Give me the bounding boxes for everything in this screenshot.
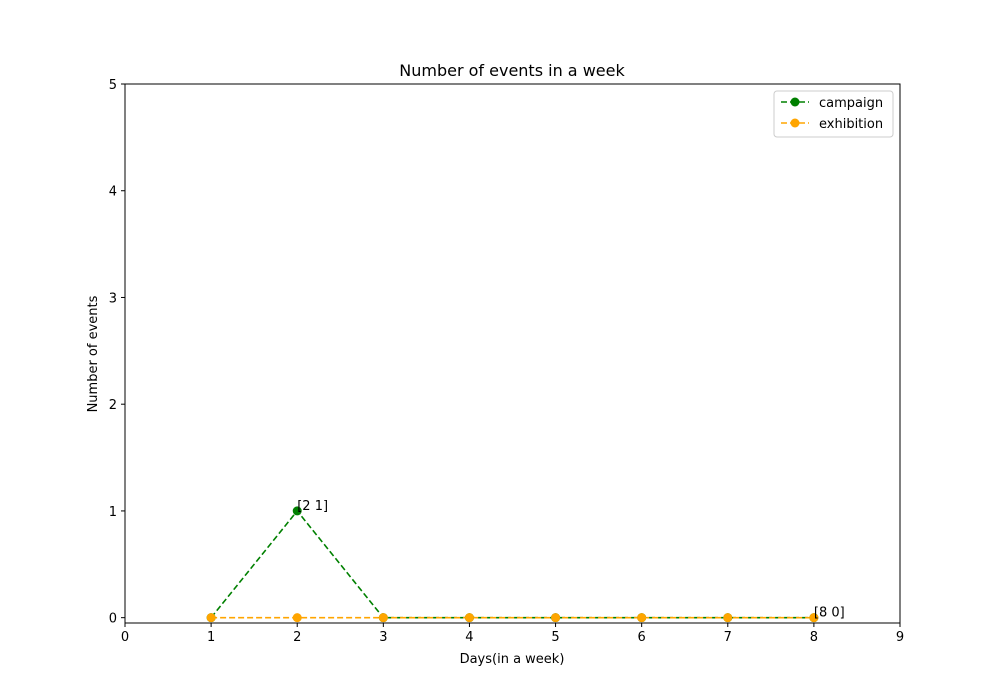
data-point-exhibition xyxy=(551,613,561,623)
series-line-campaign xyxy=(210,509,814,619)
x-tick-label: 6 xyxy=(638,630,646,645)
plot-area: 0 1 2 3 4 5 6 7 8 9 0 1 2 3 4 5 [2 1] [8 0] xyxy=(109,78,904,645)
legend-label: campaign xyxy=(819,96,883,111)
x-axis-label: Days(in a week) xyxy=(460,652,565,667)
y-tick-label: 2 xyxy=(109,398,117,413)
y-tick-label: 4 xyxy=(109,185,117,200)
data-point-exhibition xyxy=(723,613,733,623)
data-point-exhibition xyxy=(378,613,388,623)
data-annotation: [2 1] xyxy=(297,499,328,514)
chart-title: Number of events in a week xyxy=(399,61,625,80)
plot-frame xyxy=(124,83,901,624)
x-tick-label: 2 xyxy=(293,630,301,645)
data-point-campaign xyxy=(292,506,302,516)
x-tick-label: 8 xyxy=(810,630,818,645)
x-tick-label: 0 xyxy=(121,630,129,645)
data-point-exhibition xyxy=(206,613,216,623)
y-tick-label: 5 xyxy=(109,78,117,93)
x-tick-label: 4 xyxy=(465,630,473,645)
data-point-exhibition xyxy=(464,613,474,623)
y-tick-label: 1 xyxy=(109,505,117,520)
y-tick-label: 3 xyxy=(109,291,117,306)
data-point-exhibition xyxy=(637,613,647,623)
legend-swatch-marker xyxy=(790,118,800,128)
x-tick-label: 5 xyxy=(551,630,559,645)
x-tick-label: 3 xyxy=(379,630,387,645)
legend: campaign exhibition xyxy=(773,90,894,138)
legend-label: exhibition xyxy=(819,117,883,132)
x-tick-label: 7 xyxy=(724,630,732,645)
x-tick-label: 9 xyxy=(896,630,904,645)
x-tick-label: 1 xyxy=(207,630,215,645)
legend-swatch-marker xyxy=(790,97,800,107)
y-axis-label: Number of events xyxy=(86,295,101,412)
y-tick-label: 0 xyxy=(109,612,117,627)
data-annotation: [8 0] xyxy=(814,606,845,621)
data-point-exhibition xyxy=(292,613,302,623)
data-point-exhibition xyxy=(809,613,819,623)
